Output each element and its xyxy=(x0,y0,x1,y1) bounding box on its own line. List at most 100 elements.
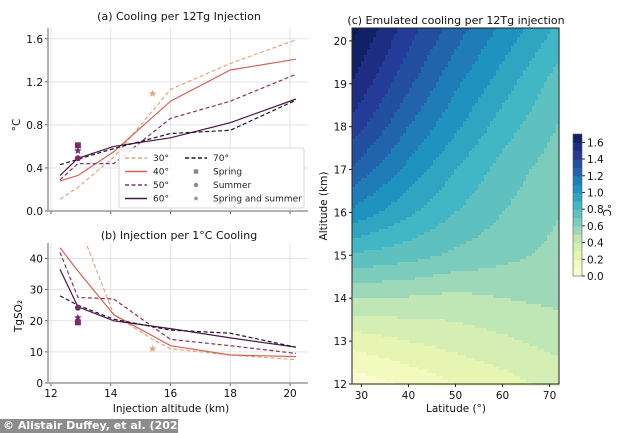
contour-cell xyxy=(547,229,551,233)
contour-cell xyxy=(370,133,374,137)
contour-cell xyxy=(364,154,368,158)
contour-cell xyxy=(556,70,560,74)
contour-cell xyxy=(496,40,500,44)
contour-cell xyxy=(436,82,440,86)
contour-cell xyxy=(544,196,548,200)
contour-cell xyxy=(364,172,368,176)
contour-cell xyxy=(373,175,377,179)
contour-cell xyxy=(424,223,428,227)
contour-cell xyxy=(364,229,368,233)
contour-cell xyxy=(499,184,503,188)
contour-cell xyxy=(445,235,449,239)
contour-cell xyxy=(412,190,416,194)
contour-cell xyxy=(532,100,536,104)
contour-cell xyxy=(433,217,437,221)
contour-cell xyxy=(532,91,536,95)
contour-cell xyxy=(385,76,389,80)
contour-cell xyxy=(445,49,449,53)
contour-cell xyxy=(364,211,368,215)
contour-cell xyxy=(472,205,476,209)
contour-cell xyxy=(496,151,500,155)
contour-cell xyxy=(547,211,551,215)
contour-cell xyxy=(421,124,425,128)
contour-cell xyxy=(406,49,410,53)
contour-cell xyxy=(538,37,542,41)
contour-cell xyxy=(409,109,413,113)
contour-cell xyxy=(481,109,485,113)
contour-cell xyxy=(382,238,386,242)
contour-cell xyxy=(502,187,506,191)
contour-cell xyxy=(358,85,362,89)
contour-cell xyxy=(451,217,455,221)
contour-cell xyxy=(385,184,389,188)
contour-cell xyxy=(553,43,557,47)
contour-cell xyxy=(505,28,509,32)
contour-cell xyxy=(487,223,491,227)
contour-cell xyxy=(475,55,479,59)
contour-cell xyxy=(361,130,365,134)
contour-cell xyxy=(394,106,398,110)
contour-cell xyxy=(430,82,434,86)
contour-cell xyxy=(433,100,437,104)
contour-cell xyxy=(382,187,386,191)
contour-cell xyxy=(442,223,446,227)
contour-cell xyxy=(493,82,497,86)
contour-cell xyxy=(457,151,461,155)
contour-cell xyxy=(472,97,476,101)
contour-cell xyxy=(439,106,443,110)
contour-cell xyxy=(532,235,536,239)
contour-cell xyxy=(427,217,431,221)
contour-cell xyxy=(415,121,419,125)
contour-cell xyxy=(367,40,371,44)
contour-cell xyxy=(541,172,545,176)
contour-cell xyxy=(370,196,374,200)
contour-cell xyxy=(490,235,494,239)
contour-cell xyxy=(505,232,509,236)
contour-cell xyxy=(355,130,359,134)
contour-cell xyxy=(373,109,377,113)
contour-cell xyxy=(457,160,461,164)
contour-cell xyxy=(469,58,473,62)
contour-cell xyxy=(541,79,545,83)
contour-cell xyxy=(457,124,461,128)
contour-cell xyxy=(526,37,530,41)
contour-cell xyxy=(532,151,536,155)
contour-cell xyxy=(382,202,386,206)
contour-cell xyxy=(445,154,449,158)
contour-cell xyxy=(397,124,401,128)
contour-cell xyxy=(352,205,356,209)
contour-cell xyxy=(352,163,356,167)
marker-star xyxy=(148,344,157,352)
contour-cell xyxy=(406,184,410,188)
contour-cell xyxy=(454,175,458,179)
contour-cell xyxy=(355,115,359,119)
contour-cell xyxy=(430,184,434,188)
contour-cell xyxy=(427,124,431,128)
contour-cell xyxy=(379,40,383,44)
panel-a-title: (a) Cooling per 12Tg Injection xyxy=(97,10,261,23)
contour-cell xyxy=(535,103,539,107)
contour-cell xyxy=(454,103,458,107)
contour-cell xyxy=(442,214,446,218)
contour-cell xyxy=(448,211,452,215)
contour-cell xyxy=(358,151,362,155)
contour-cell xyxy=(391,88,395,92)
contour-cell xyxy=(382,154,386,158)
contour-cell xyxy=(391,199,395,203)
contour-cell xyxy=(445,130,449,134)
contour-cell xyxy=(427,172,431,176)
contour-cell xyxy=(436,148,440,152)
contour-cell xyxy=(424,238,428,242)
contour-cell xyxy=(514,121,518,125)
contour-cell xyxy=(532,178,536,182)
contour-cell xyxy=(412,100,416,104)
contour-cell xyxy=(544,214,548,218)
contour-cell xyxy=(355,103,359,107)
contour-cell xyxy=(481,232,485,236)
contour-cell xyxy=(466,211,470,215)
contour-cell xyxy=(517,196,521,200)
contour-cell xyxy=(385,229,389,233)
contour-cell xyxy=(373,49,377,53)
contour-cell xyxy=(466,94,470,98)
contour-cell xyxy=(469,184,473,188)
